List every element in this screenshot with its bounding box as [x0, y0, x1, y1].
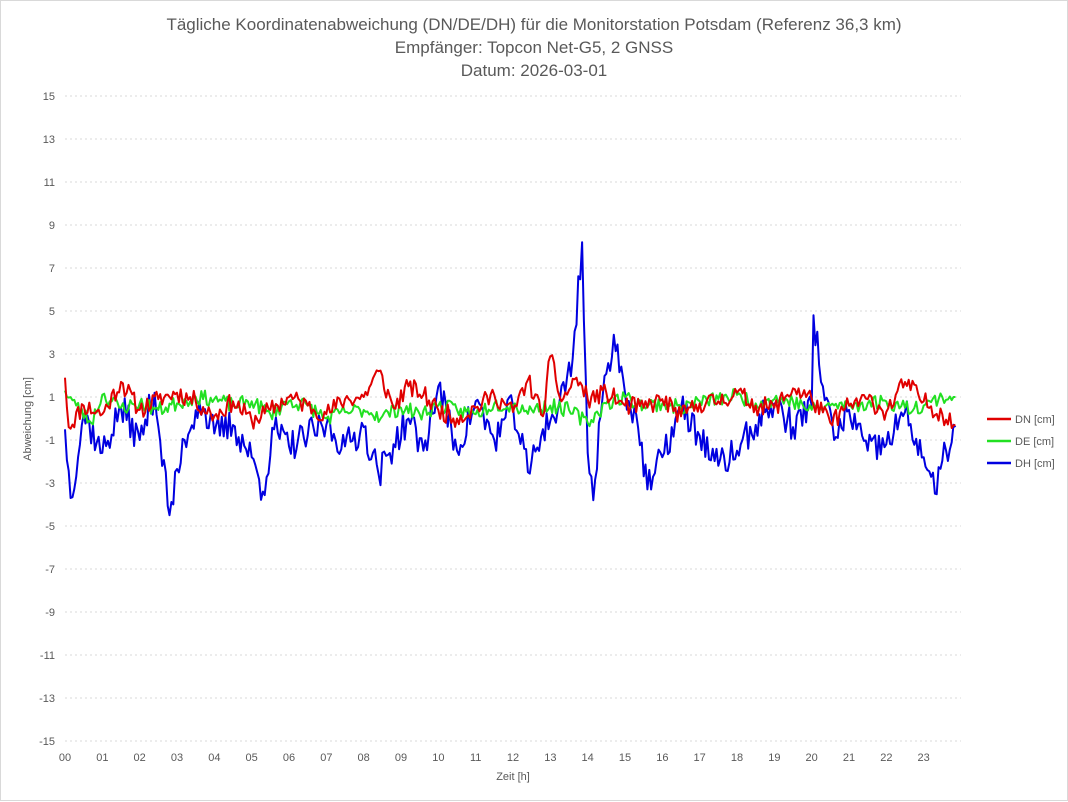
grid-layer	[65, 95, 961, 742]
y-tick-label: -7	[45, 564, 55, 576]
x-tick-label: 00	[59, 752, 71, 764]
y-tick-label: 11	[44, 177, 55, 189]
chart-title-line-3: Datum: 2026-03-01	[461, 61, 607, 80]
y-tick-label: -9	[45, 607, 55, 619]
y-tick-label: 3	[49, 349, 55, 361]
x-tick-label: 08	[358, 752, 370, 764]
x-tick-label: 15	[619, 752, 631, 764]
y-tick-label: 1	[49, 392, 55, 404]
x-tick-label: 04	[208, 752, 220, 764]
x-tick-labels: 00 01 02 03 04 05 06 07 08 09 10 11 12 13 14 15 16 17 18 19…	[59, 752, 930, 764]
y-tick-label: -5	[45, 521, 55, 533]
x-tick-label: 13	[544, 752, 556, 764]
series-line-dh	[64, 241, 957, 517]
series-line-de	[64, 388, 956, 428]
legend-label: DN [cm]	[1015, 414, 1055, 426]
y-tick-label: 13	[43, 134, 55, 146]
x-tick-label: 09	[395, 752, 407, 764]
series-line-dn	[64, 354, 956, 430]
series-layer	[64, 241, 957, 517]
x-tick-label: 01	[96, 752, 108, 764]
chart-title-line-2: Empfänger: Topcon Net-G5, 2 GNSS	[395, 38, 673, 57]
x-tick-label: 22	[880, 752, 892, 764]
x-tick-label: 07	[320, 752, 332, 764]
y-tick-label: -15	[39, 736, 55, 748]
y-tick-label: -13	[39, 693, 55, 705]
x-tick-label: 16	[656, 752, 668, 764]
x-tick-label: 02	[134, 752, 146, 764]
y-tick-label: 15	[43, 91, 55, 103]
x-tick-label: 12	[507, 752, 519, 764]
y-tick-label: 5	[49, 306, 55, 318]
y-tick-label: -3	[45, 478, 55, 490]
x-tick-label: 06	[283, 752, 295, 764]
x-tick-label: 23	[918, 752, 930, 764]
x-tick-label: 17	[694, 752, 706, 764]
x-tick-label: 18	[731, 752, 743, 764]
x-axis-title: Zeit [h]	[496, 771, 530, 783]
x-tick-label: 21	[843, 752, 855, 764]
y-tick-label: 9	[49, 220, 55, 232]
y-tick-label: -11	[40, 650, 55, 662]
legend-label: DE [cm]	[1015, 436, 1054, 448]
y-tick-labels: 15 13 11 9 7 5 3 1 -1 -3 -5 -7 -9 -11 -13 -15	[39, 91, 55, 748]
x-tick-label: 10	[432, 752, 444, 764]
x-tick-label: 14	[582, 752, 594, 764]
x-tick-label: 03	[171, 752, 183, 764]
x-tick-label: 11	[470, 752, 481, 764]
chart-title-line-1: Tägliche Koordinatenabweichung (DN/DE/DH…	[166, 15, 901, 34]
y-axis-title: Abweichung [cm]	[22, 377, 34, 461]
y-tick-label: -1	[45, 435, 55, 447]
legend: DN [cm] DE [cm] DH [cm]	[987, 414, 1055, 470]
x-tick-label: 19	[768, 752, 780, 764]
x-tick-label: 05	[246, 752, 258, 764]
legend-label: DH [cm]	[1015, 458, 1055, 470]
x-tick-label: 20	[806, 752, 818, 764]
y-tick-label: 7	[49, 263, 55, 275]
